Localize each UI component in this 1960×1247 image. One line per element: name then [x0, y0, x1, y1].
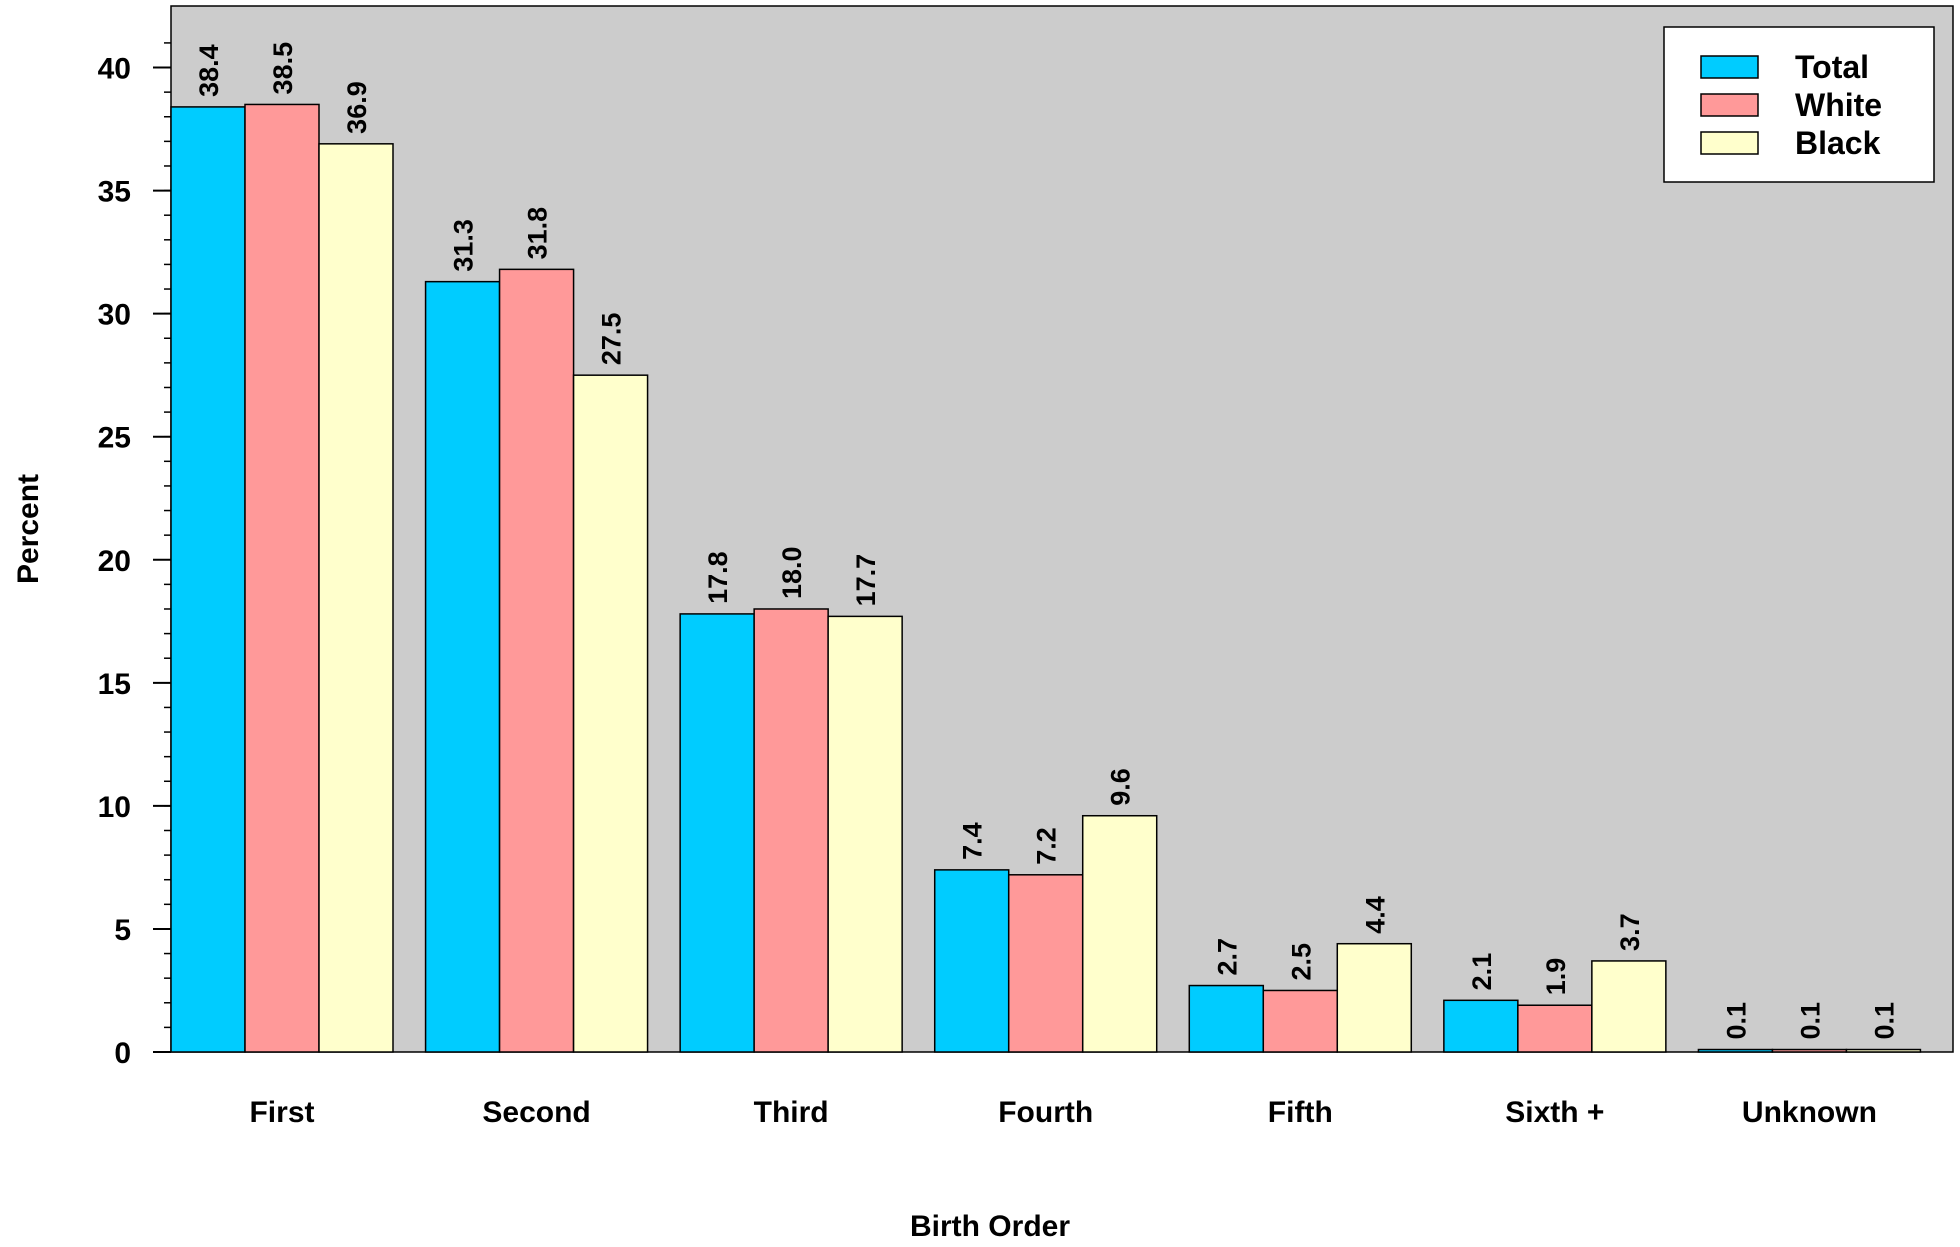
bar-total-second: [424, 280, 501, 1053]
data-label: 38.5: [268, 42, 298, 95]
bar-total-third: [679, 613, 755, 1053]
x-category-label: Third: [754, 1096, 829, 1129]
y-tick-label: 35: [98, 176, 131, 209]
data-label: 2.5: [1286, 943, 1316, 981]
bar-white-first: [244, 103, 320, 1053]
data-label: 7.4: [958, 822, 988, 860]
data-label: 31.3: [449, 219, 479, 272]
y-tick-label: 40: [98, 53, 131, 86]
bar-total-fifth: [1188, 984, 1265, 1053]
bar-black-first: [318, 143, 394, 1053]
x-category-label: Fifth: [1268, 1096, 1333, 1129]
bar-black-second: [572, 374, 649, 1053]
y-tick-label: 10: [98, 791, 131, 824]
data-label: 17.7: [851, 554, 881, 607]
data-labels-group: 38.4 38.5 36.9 31.3 31.8 27.5 17.8 18.0 17.7 7.4 7…: [194, 42, 1899, 1040]
bar-white-second: [498, 268, 575, 1053]
bar-total-sixth: [1443, 999, 1519, 1053]
x-axis-labels: First Second Third Fourth Fifth Sixth + Unknow…: [249, 1096, 1876, 1129]
data-label: 9.6: [1106, 768, 1136, 806]
data-label: 36.9: [342, 81, 372, 134]
x-axis-title: Birth Order: [910, 1210, 1070, 1242]
data-label: 3.7: [1615, 913, 1645, 951]
bar-white-fourth: [1007, 874, 1084, 1053]
bar-black-third: [827, 615, 903, 1053]
bar-white-third: [753, 608, 829, 1053]
legend-label-total: Total: [1795, 49, 1869, 85]
bar-black-sixth: [1591, 960, 1667, 1053]
bar-black-unknown: [1845, 1048, 1922, 1053]
x-category-label: First: [249, 1096, 314, 1129]
bar-total-first: [170, 106, 246, 1053]
y-tick-label: 5: [114, 914, 131, 947]
y-tick-label: 0: [114, 1037, 131, 1070]
data-label: 2.7: [1212, 938, 1242, 976]
legend-swatch-black: [1700, 131, 1759, 155]
bar-black-fourth: [1081, 814, 1158, 1053]
y-axis-title: Percent: [12, 474, 45, 584]
bar-white-fifth: [1262, 989, 1339, 1053]
y-tick-label: 25: [98, 422, 131, 455]
data-label: 27.5: [597, 313, 627, 366]
data-label: 0.1: [1869, 1002, 1899, 1040]
y-tick-label: 15: [98, 668, 131, 701]
legend-label-white: White: [1795, 87, 1882, 123]
x-category-label: Unknown: [1742, 1096, 1877, 1129]
data-label: 17.8: [703, 551, 733, 604]
y-tick-label: 20: [98, 545, 131, 578]
bar-total-fourth: [933, 869, 1010, 1053]
bar-white-unknown: [1771, 1048, 1848, 1053]
data-label: 4.4: [1360, 896, 1390, 934]
data-label: 0.1: [1721, 1002, 1751, 1040]
data-label: 2.1: [1467, 953, 1497, 991]
bar-black-fifth: [1336, 942, 1413, 1053]
x-category-label: Sixth +: [1505, 1096, 1604, 1129]
bar-total-unknown: [1697, 1048, 1774, 1053]
legend-label-black: Black: [1795, 125, 1881, 161]
y-tick-label: 30: [98, 299, 131, 332]
legend-swatch-total: [1700, 55, 1759, 79]
x-category-label: Second: [482, 1096, 590, 1129]
bars-group: [170, 103, 1922, 1053]
legend-swatch-white: [1700, 93, 1759, 117]
data-label: 18.0: [777, 546, 807, 599]
bar-white-sixth: [1517, 1004, 1593, 1053]
data-label: 31.8: [523, 207, 553, 260]
data-label: 38.4: [194, 44, 224, 97]
x-category-label: Fourth: [998, 1096, 1093, 1129]
data-label: 7.2: [1032, 827, 1062, 865]
y-axis: 0 5 10 15 20 25 30 35 40: [98, 42, 171, 1070]
data-label: 1.9: [1541, 958, 1571, 996]
data-label: 0.1: [1795, 1002, 1825, 1040]
